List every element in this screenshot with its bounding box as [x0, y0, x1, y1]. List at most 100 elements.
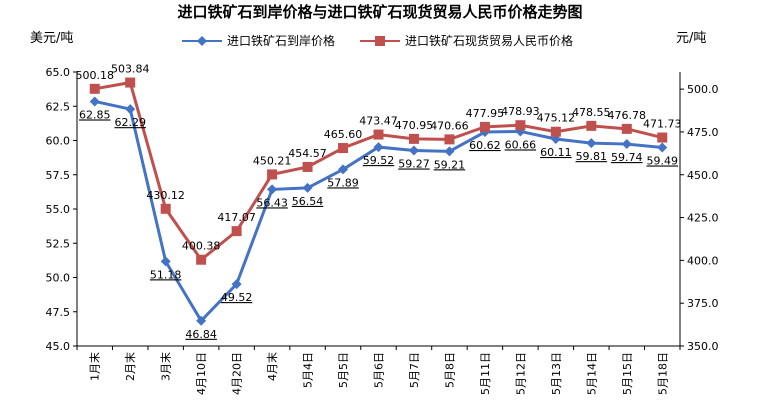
point-cif — [515, 126, 526, 137]
point-cif — [621, 139, 632, 150]
right-tick-label: 400.0 — [687, 254, 719, 267]
chart-title: 进口铁矿石到岸价格与进口铁矿石现货贸易人民币价格走势图 — [177, 3, 582, 21]
x-tick-label: 5月6日 — [373, 352, 386, 388]
data-label-rmb: 478.55 — [572, 106, 611, 119]
data-label-cif: 60.66 — [505, 138, 537, 151]
point-cif — [408, 145, 419, 156]
right-tick-label: 475.0 — [687, 126, 719, 139]
left-tick-label: 57.5 — [46, 169, 71, 182]
x-tick-label: 2月末 — [123, 352, 137, 381]
data-label-rmb: 478.93 — [501, 105, 540, 118]
x-tick-label: 5月5日 — [337, 352, 350, 388]
data-label-rmb: 471.73 — [643, 118, 682, 131]
axes: 45.0 47.5 50.0 52.5 55.0 57.5 60.0 62.5 65.0 350.… — [46, 66, 719, 395]
point-cif — [160, 256, 171, 267]
point-rmb — [373, 129, 384, 140]
x-tick-label: 5月18日 — [656, 352, 669, 395]
data-label-cif: 46.84 — [185, 328, 217, 341]
data-label-cif: 51.18 — [150, 268, 182, 281]
point-cif — [196, 315, 207, 326]
data-label-rmb: 430.12 — [146, 189, 185, 202]
right-tick-label: 500.0 — [687, 83, 719, 96]
x-tick-label: 5月7日 — [408, 352, 421, 388]
right-tick-label: 375.0 — [687, 297, 719, 310]
data-label-rmb: 475.12 — [537, 112, 576, 125]
legend-marker-cif — [197, 36, 207, 46]
x-tick-label: 5月4日 — [302, 352, 315, 388]
series-group — [89, 77, 668, 326]
left-tick-label: 50.0 — [46, 272, 71, 285]
point-rmb — [338, 143, 349, 154]
point-cif — [657, 142, 668, 153]
data-label-rmb: 470.95 — [395, 119, 434, 132]
legend-label-cif: 进口铁矿石到岸价格 — [227, 33, 335, 48]
data-label-cif: 62.85 — [79, 108, 111, 121]
data-label-cif: 59.27 — [398, 158, 430, 171]
right-tick-label: 425.0 — [687, 212, 719, 225]
point-rmb — [586, 120, 597, 131]
point-cif — [231, 279, 242, 290]
x-tick-label: 5月8日 — [443, 352, 456, 388]
data-label-cif: 62.29 — [114, 116, 146, 129]
x-tick-label: 5月15日 — [621, 352, 634, 395]
point-cif — [302, 182, 313, 193]
data-label-rmb: 454.57 — [288, 147, 327, 160]
point-cif — [125, 104, 136, 115]
x-tick-label: 4月末 — [265, 352, 279, 381]
data-label-cif: 59.21 — [434, 158, 466, 171]
legend-item-cif: 进口铁矿石到岸价格 — [182, 33, 335, 48]
point-cif — [373, 142, 384, 153]
left-tick-label: 52.5 — [46, 237, 71, 250]
data-label-rmb: 476.78 — [608, 109, 647, 122]
data-label-rmb: 473.47 — [359, 115, 398, 128]
point-rmb — [302, 161, 313, 172]
point-cif — [444, 146, 455, 157]
point-rmb — [160, 203, 171, 214]
right-axis-unit: 元/吨 — [676, 31, 706, 46]
left-tick-label: 45.0 — [46, 340, 71, 353]
data-label-cif: 59.49 — [647, 154, 679, 167]
left-tick-label: 65.0 — [46, 66, 71, 79]
data-label-rmb: 400.38 — [182, 240, 221, 253]
point-rmb — [515, 120, 526, 131]
x-tick-label: 5月11日 — [479, 352, 492, 395]
left-axis-unit: 美元/吨 — [30, 31, 73, 46]
point-cif — [89, 96, 100, 107]
point-cif — [586, 138, 597, 149]
legend-label-rmb: 进口铁矿石现货贸易人民币价格 — [405, 33, 573, 48]
data-label-rmb: 417.07 — [217, 211, 256, 224]
point-cif — [338, 164, 349, 175]
data-label-cif: 49.52 — [221, 291, 253, 304]
left-tick-label: 62.5 — [46, 100, 71, 113]
point-rmb — [89, 83, 100, 94]
point-rmb — [196, 254, 207, 265]
x-tick-label: 3月末 — [159, 352, 173, 381]
right-tick-label: 350.0 — [687, 340, 719, 353]
point-rmb — [444, 134, 455, 145]
point-rmb — [125, 77, 136, 88]
x-tick-label: 5月14日 — [585, 352, 598, 395]
data-label-cif: 56.43 — [256, 196, 288, 209]
data-label-rmb: 450.21 — [253, 154, 292, 167]
legend: 进口铁矿石到岸价格 进口铁矿石现货贸易人民币价格 — [182, 33, 573, 48]
point-rmb — [408, 133, 419, 144]
data-label-cif: 57.89 — [327, 176, 359, 189]
point-rmb — [479, 121, 490, 132]
data-label-cif: 59.52 — [363, 154, 395, 167]
left-tick-label: 47.5 — [46, 306, 71, 319]
data-label-cif: 60.62 — [469, 139, 501, 152]
x-tick-label: 1月末 — [88, 352, 102, 381]
point-rmb — [267, 169, 278, 180]
x-tick-label: 5月12日 — [514, 352, 527, 395]
data-label-cif: 60.11 — [540, 146, 572, 159]
left-tick-label: 55.0 — [46, 203, 71, 216]
right-tick-label: 450.0 — [687, 169, 719, 182]
point-rmb — [550, 126, 561, 137]
x-tick-label: 4月20日 — [231, 352, 244, 395]
point-rmb — [657, 132, 668, 143]
data-label-cif: 59.74 — [611, 151, 643, 164]
data-label-rmb: 465.60 — [324, 128, 363, 141]
data-label-rmb: 500.18 — [75, 69, 114, 82]
